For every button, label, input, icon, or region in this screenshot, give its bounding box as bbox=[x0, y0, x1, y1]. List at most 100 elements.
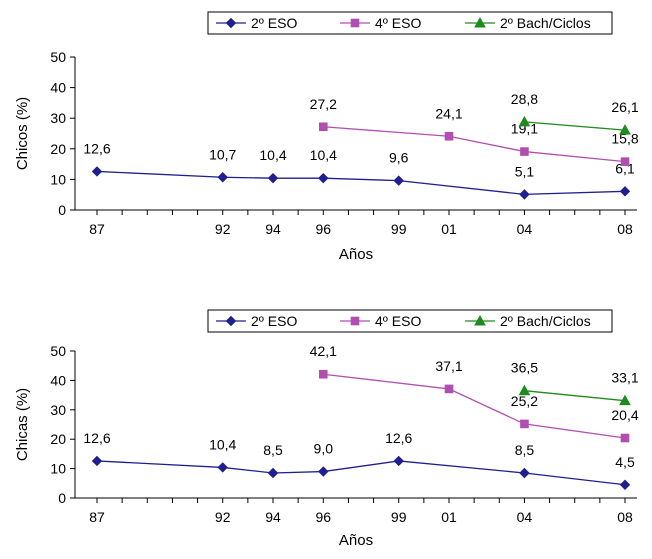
data-label: 12,6 bbox=[83, 140, 110, 156]
data-label: 10,4 bbox=[259, 147, 286, 163]
x-tick-label: 92 bbox=[215, 509, 231, 525]
data-point bbox=[620, 157, 630, 166]
y-axis-title: Chicos (%) bbox=[14, 97, 31, 170]
data-label: 36,5 bbox=[511, 360, 538, 376]
data-point bbox=[318, 172, 329, 184]
data-point bbox=[217, 462, 228, 473]
legend-label: 4º ESO bbox=[375, 313, 421, 329]
data-label: 10,4 bbox=[310, 147, 337, 163]
y-tick-label: 0 bbox=[58, 490, 66, 506]
data-point bbox=[520, 147, 529, 156]
data-label: 6,1 bbox=[615, 160, 635, 176]
data-point bbox=[620, 433, 630, 443]
data-label: 42,1 bbox=[310, 343, 337, 359]
chart-panel-1: 0 10 20 30 40 50 87 92 94 96 99 01 04 08 Años Chicos (%… bbox=[14, 11, 639, 263]
series-line-1 bbox=[96, 460, 626, 486]
data-label: 33,1 bbox=[611, 370, 638, 386]
x-tick-label: 08 bbox=[617, 509, 633, 525]
y-tick-label: 40 bbox=[50, 80, 66, 96]
data-point bbox=[267, 467, 279, 479]
data-label: 5,1 bbox=[515, 163, 535, 179]
data-label: 37,1 bbox=[435, 358, 462, 374]
x-tick-label: 08 bbox=[617, 221, 633, 237]
data-label: 9,0 bbox=[314, 441, 334, 457]
y-tick-label: 20 bbox=[50, 431, 66, 447]
data-point bbox=[518, 115, 531, 127]
data-label: 8,5 bbox=[263, 442, 283, 458]
legend-marker bbox=[225, 315, 237, 327]
x-tick-label: 01 bbox=[441, 509, 457, 525]
x-axis-title: Años bbox=[339, 532, 373, 549]
legend-marker bbox=[474, 314, 486, 326]
x-tick-label: 04 bbox=[517, 221, 533, 237]
data-label: 10,7 bbox=[209, 146, 236, 162]
data-label: 25,2 bbox=[511, 393, 538, 409]
data-point bbox=[318, 369, 328, 379]
data-label: 20,4 bbox=[611, 407, 638, 423]
chart-panel-2: 0 10 20 30 40 50 87 92 94 96 99 01 04 08 Años Chicas (%… bbox=[14, 309, 639, 549]
y-tick-label: 30 bbox=[50, 402, 66, 418]
legend: 2º ESO 4º ESO 2º Bach/Ciclos bbox=[207, 309, 613, 333]
data-label: 8,5 bbox=[515, 442, 535, 458]
legend-marker bbox=[350, 18, 360, 28]
series-line-2 bbox=[323, 126, 626, 163]
x-tick-label: 01 bbox=[441, 221, 457, 237]
data-point bbox=[393, 175, 404, 186]
y-tick-label: 30 bbox=[50, 110, 66, 126]
y-tick-label: 50 bbox=[50, 343, 66, 359]
data-label: 26,1 bbox=[611, 99, 638, 115]
data-point bbox=[520, 419, 529, 429]
data-point bbox=[619, 124, 631, 135]
series-line-3 bbox=[524, 390, 626, 402]
x-tick-label: 96 bbox=[315, 221, 331, 237]
legend-box bbox=[207, 309, 613, 333]
series-line-1 bbox=[96, 170, 626, 196]
legend-marker bbox=[474, 16, 486, 28]
x-axis-title: Años bbox=[339, 246, 373, 263]
data-label: 12,6 bbox=[385, 430, 412, 446]
x-tick-label: 94 bbox=[265, 509, 281, 525]
x-tick-label: 96 bbox=[315, 509, 331, 525]
data-point bbox=[619, 479, 631, 490]
data-point bbox=[519, 189, 530, 200]
data-label: 4,5 bbox=[615, 454, 635, 470]
data-label: 27,2 bbox=[310, 96, 337, 112]
data-label: 28,8 bbox=[511, 91, 538, 107]
legend-box bbox=[207, 11, 613, 35]
data-point bbox=[267, 172, 279, 184]
y-tick-label: 10 bbox=[50, 171, 66, 187]
data-point bbox=[619, 186, 631, 197]
data-point bbox=[217, 172, 228, 183]
x-tick-label: 87 bbox=[89, 221, 105, 237]
legend-label: 2º Bach/Ciclos bbox=[500, 313, 591, 329]
legend-label: 2º ESO bbox=[251, 313, 297, 329]
data-label: 19,1 bbox=[511, 121, 538, 137]
legend-marker bbox=[350, 316, 360, 326]
data-point bbox=[91, 455, 103, 467]
data-point bbox=[318, 466, 329, 477]
y-tick-label: 0 bbox=[58, 202, 66, 218]
data-point bbox=[318, 122, 328, 132]
data-point bbox=[619, 394, 631, 406]
series-line-3 bbox=[524, 121, 626, 131]
x-tick-label: 92 bbox=[215, 221, 231, 237]
y-tick-label: 40 bbox=[50, 372, 66, 388]
data-point bbox=[444, 131, 454, 141]
data-label: 24,1 bbox=[435, 105, 462, 121]
y-axis-title: Chicas (%) bbox=[14, 388, 31, 461]
data-point bbox=[444, 384, 454, 394]
legend-marker bbox=[225, 17, 237, 29]
y-tick-label: 20 bbox=[50, 141, 66, 157]
series-line-2 bbox=[323, 373, 626, 439]
legend-label: 2º ESO bbox=[251, 15, 297, 31]
x-tick-label: 94 bbox=[265, 221, 281, 237]
data-point bbox=[518, 384, 531, 396]
legend-label: 2º Bach/Ciclos bbox=[500, 15, 591, 31]
x-tick-label: 04 bbox=[517, 509, 533, 525]
data-label: 9,6 bbox=[389, 150, 409, 166]
data-point bbox=[393, 455, 404, 467]
x-tick-label: 99 bbox=[391, 509, 407, 525]
legend: 2º ESO 4º ESO 2º Bach/Ciclos bbox=[207, 11, 613, 35]
